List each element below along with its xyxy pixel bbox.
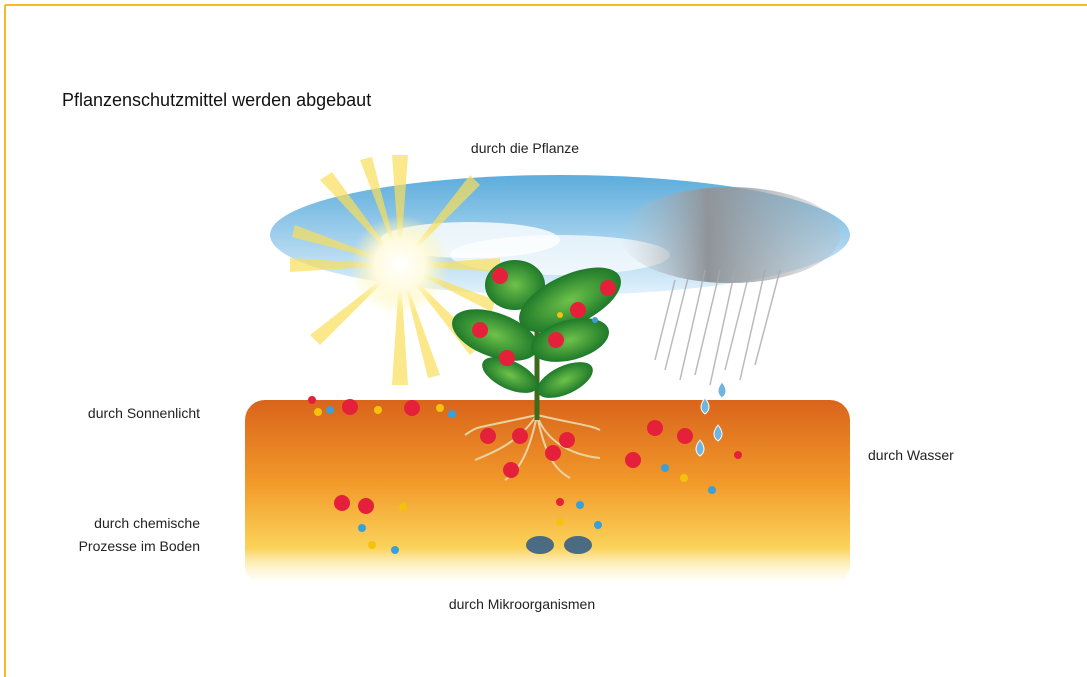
- soil: [245, 400, 850, 585]
- storm-cloud: [620, 187, 840, 283]
- sun: [350, 215, 450, 315]
- fragments: [308, 312, 742, 554]
- title: Pflanzenschutzmittel werden abgebaut: [62, 90, 371, 110]
- label-chemical: Prozesse im Boden: [79, 538, 200, 554]
- label-microorganisms: durch Mikroorganismen: [449, 596, 595, 612]
- label-water: durch Wasser: [868, 447, 954, 463]
- rain: [654, 269, 781, 386]
- label-chemical: durch chemische: [94, 515, 200, 531]
- label-sunlight: durch Sonnenlicht: [88, 405, 200, 421]
- particles: [334, 268, 693, 514]
- label-plant: durch die Pflanze: [471, 140, 579, 156]
- microorganisms: [526, 536, 592, 554]
- water-drops: [695, 381, 727, 457]
